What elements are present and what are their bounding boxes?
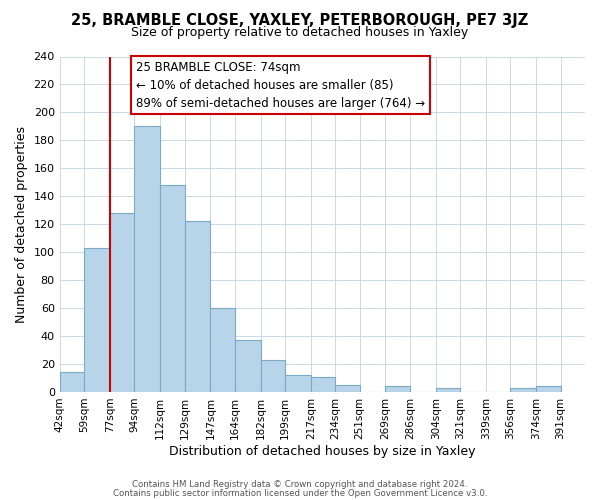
Text: 25, BRAMBLE CLOSE, YAXLEY, PETERBOROUGH, PE7 3JZ: 25, BRAMBLE CLOSE, YAXLEY, PETERBOROUGH,… — [71, 12, 529, 28]
Text: Contains public sector information licensed under the Open Government Licence v3: Contains public sector information licen… — [113, 489, 487, 498]
Bar — [59, 372, 84, 392]
Bar — [110, 213, 134, 392]
X-axis label: Distribution of detached houses by size in Yaxley: Distribution of detached houses by size … — [169, 444, 476, 458]
Bar — [436, 388, 460, 392]
Bar — [134, 126, 160, 392]
Bar — [285, 375, 311, 392]
Bar — [536, 386, 560, 392]
Y-axis label: Number of detached properties: Number of detached properties — [15, 126, 28, 322]
Bar — [335, 385, 359, 392]
Bar — [185, 222, 211, 392]
Bar — [511, 388, 536, 392]
Bar — [84, 248, 110, 392]
Text: Size of property relative to detached houses in Yaxley: Size of property relative to detached ho… — [131, 26, 469, 39]
Bar — [160, 185, 185, 392]
Bar — [385, 386, 410, 392]
Bar — [211, 308, 235, 392]
Text: Contains HM Land Registry data © Crown copyright and database right 2024.: Contains HM Land Registry data © Crown c… — [132, 480, 468, 489]
Bar — [311, 376, 335, 392]
Bar — [260, 360, 285, 392]
Bar — [235, 340, 260, 392]
Text: 25 BRAMBLE CLOSE: 74sqm
← 10% of detached houses are smaller (85)
89% of semi-de: 25 BRAMBLE CLOSE: 74sqm ← 10% of detache… — [136, 60, 425, 110]
